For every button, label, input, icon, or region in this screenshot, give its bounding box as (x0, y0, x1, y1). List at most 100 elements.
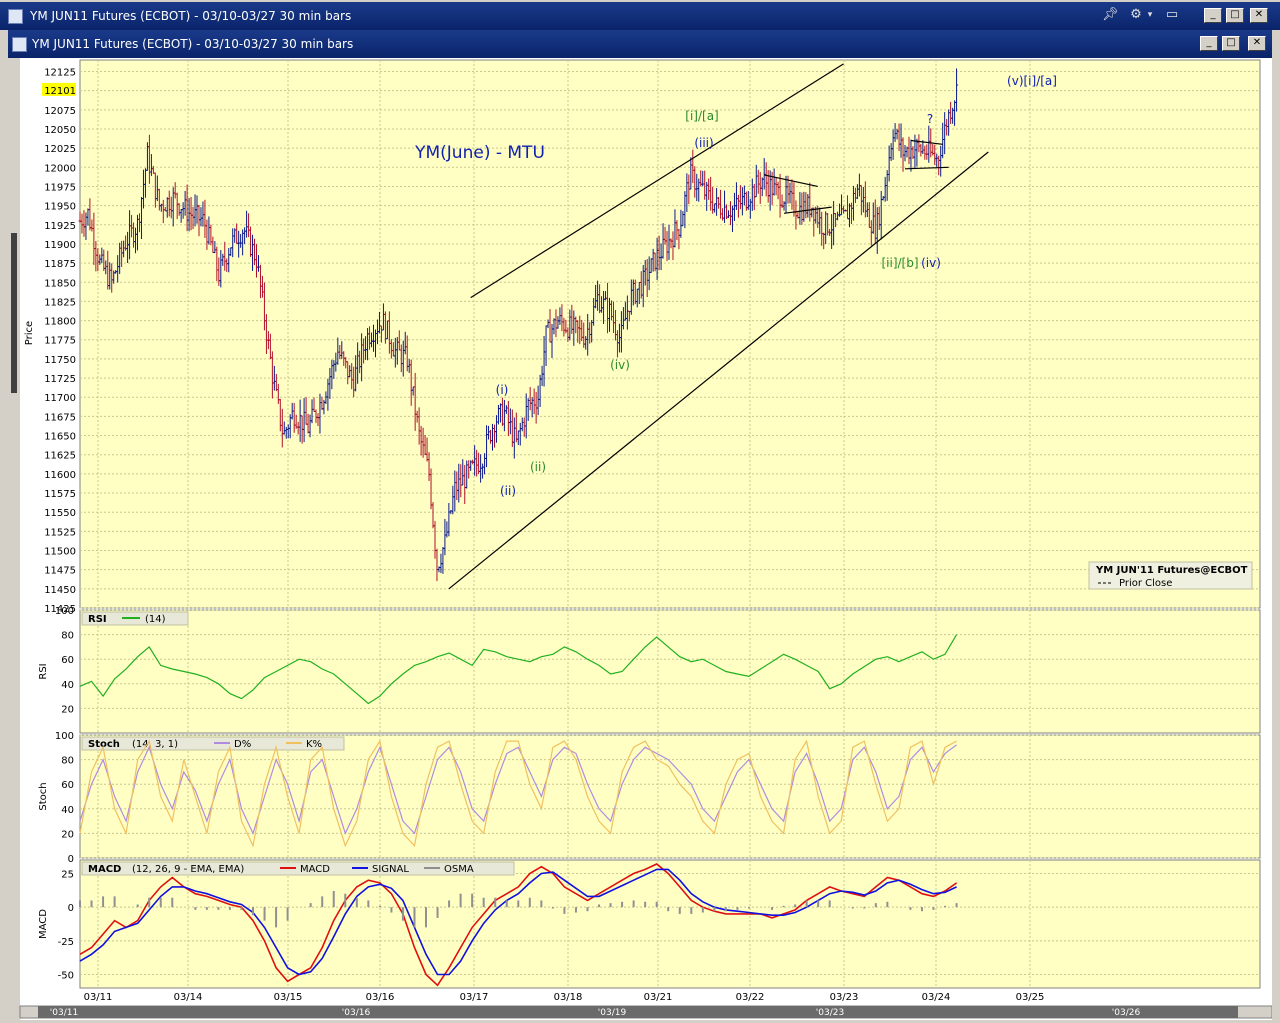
chevron-down-icon[interactable]: ▾ (1147, 10, 1153, 20)
wave-label: (ii) (500, 484, 516, 498)
macd-legend-label: SIGNAL (372, 864, 409, 875)
price-tick-label: 11775 (44, 336, 76, 347)
overview-date-label: '03/11 (50, 1008, 78, 1018)
chart-area[interactable]: 1212512100120751205012025120001197511950… (8, 58, 1272, 1020)
stoch-series-K% (79, 739, 957, 848)
x-tick-label: 03/15 (274, 992, 303, 1003)
rsi-axis-label: RSI (38, 663, 49, 679)
price-tick-label: 12025 (44, 144, 76, 155)
x-tick-label: 03/14 (174, 992, 203, 1003)
price-tick-label: 11575 (44, 489, 76, 500)
inner-close-button[interactable]: ✕ (1248, 36, 1266, 51)
bottom-scroll-thumb (38, 1006, 1238, 1018)
price-panel-bg (79, 59, 1261, 609)
wave-label: (iv) (921, 256, 941, 270)
rsi-tick-label: 60 (61, 655, 74, 666)
rsi-tick-label: 100 (55, 606, 74, 617)
macd-legend-label: MACD (300, 864, 330, 875)
price-tick-label: 11650 (44, 432, 76, 443)
wave-label: (v)[i]/[a] (1007, 74, 1057, 88)
stoch-title: Stoch (88, 739, 120, 750)
trendline-flag-bottom (904, 166, 949, 170)
price-tick-label: 12000 (44, 163, 76, 174)
macd-series-MACD (79, 863, 958, 987)
price-tick-label: 11700 (44, 393, 76, 404)
price-tick-label: 11600 (44, 470, 76, 481)
macd-panel-bg (79, 859, 1261, 989)
price-tick-label: 11475 (44, 566, 76, 577)
rsi-panel-bg (79, 609, 1261, 734)
wave-label: ? (927, 112, 933, 126)
price-tick-label: 11975 (44, 182, 76, 193)
overview-date-label: '03/23 (816, 1008, 844, 1018)
tools-icon[interactable]: ⚙ (1130, 7, 1142, 22)
overview-date-label: '03/26 (1112, 1008, 1141, 1018)
stoch-axis-label: Stoch (38, 782, 49, 810)
outer-title-bar[interactable]: YM JUN11 Futures (ECBOT) - 03/10-03/27 3… (0, 2, 1280, 30)
trendline-flag-top (910, 139, 943, 145)
stoch-tick-label: 60 (61, 780, 74, 791)
y-axis-column (20, 58, 80, 990)
price-tick-label: 11450 (44, 585, 76, 596)
x-tick-label: 03/22 (736, 992, 765, 1003)
stoch-param: (14, 3, 1) (132, 739, 178, 750)
left-scroll-thumb (11, 233, 17, 393)
price-tick-label: 11875 (44, 259, 76, 270)
overview-date-label: '03/16 (342, 1008, 371, 1018)
inner-minimize-button[interactable]: _ (1200, 36, 1218, 51)
x-tick-label: 03/23 (830, 992, 859, 1003)
price-tick-label: 11525 (44, 527, 76, 538)
window-icon[interactable]: ▭ (1165, 7, 1179, 22)
wave-label: (iii) (694, 136, 713, 150)
rsi-tick-label: 80 (61, 631, 74, 642)
close-button[interactable]: ✕ (1250, 8, 1268, 23)
macd-tick-label: -50 (58, 971, 74, 982)
macd-legend-label: OSMA (444, 864, 474, 875)
price-tick-label: 12075 (44, 106, 76, 117)
price-tick-label: 11500 (44, 547, 76, 558)
left-toolbar-strip (8, 58, 20, 1020)
inner-window-title: YM JUN11 Futures (ECBOT) - 03/10-03/27 3… (32, 37, 354, 51)
price-tick-label: 12125 (44, 67, 76, 78)
app-icon (8, 9, 23, 24)
macd-tick-label: 25 (61, 869, 74, 880)
macd-tick-label: 0 (68, 903, 74, 914)
stoch-legend-label: D% (234, 739, 251, 750)
price-tick-label: 11850 (44, 278, 76, 289)
rsi-title: RSI (88, 614, 107, 625)
wave-label: (iv) (610, 358, 630, 372)
trendline-triangle-bottom (783, 206, 832, 214)
macd-axis-label: MACD (38, 909, 49, 939)
wave-label: (ii) (530, 460, 546, 474)
chart-svg[interactable]: 1212512100120751205012025120001197511950… (8, 58, 1272, 1020)
legend-item: Prior Close (1119, 578, 1172, 589)
pin-icon[interactable]: 📌︎ (1102, 7, 1119, 22)
outer-window-title: YM JUN11 Futures (ECBOT) - 03/10-03/27 3… (30, 9, 352, 23)
stoch-tick-label: 40 (61, 805, 74, 816)
maximize-button[interactable]: □ (1226, 8, 1244, 23)
price-tick-label: 11825 (44, 297, 76, 308)
price-tick-label: 11625 (44, 451, 76, 462)
x-tick-label: 03/16 (366, 992, 395, 1003)
price-tick-label: 12050 (44, 125, 76, 136)
stoch-tick-label: 20 (61, 829, 74, 840)
price-tick-label: 11675 (44, 412, 76, 423)
price-tick-label: 11750 (44, 355, 76, 366)
last-price-highlight (42, 82, 76, 96)
macd-title: MACD (88, 864, 121, 875)
stoch-header (81, 736, 345, 751)
stoch-tick-label: 100 (55, 731, 74, 742)
macd-series-SIGNAL (79, 868, 957, 976)
overview-date-label: '03/19 (598, 1008, 627, 1018)
inner-restore-button[interactable]: □ (1222, 36, 1240, 51)
minimize-button[interactable]: _ (1204, 8, 1222, 23)
wave-label: [i]/[a] (685, 109, 718, 123)
trendline-upper-channel (470, 63, 844, 299)
rsi-tick-label: 40 (61, 680, 74, 691)
price-axis-label: Price (24, 321, 35, 345)
inner-title-bar[interactable]: YM JUN11 Futures (ECBOT) - 03/10-03/27 3… (8, 30, 1272, 58)
price-tick-label: 11800 (44, 317, 76, 328)
x-tick-label: 03/17 (460, 992, 489, 1003)
x-tick-label: 03/24 (922, 992, 951, 1003)
stoch-series-D% (79, 744, 957, 836)
